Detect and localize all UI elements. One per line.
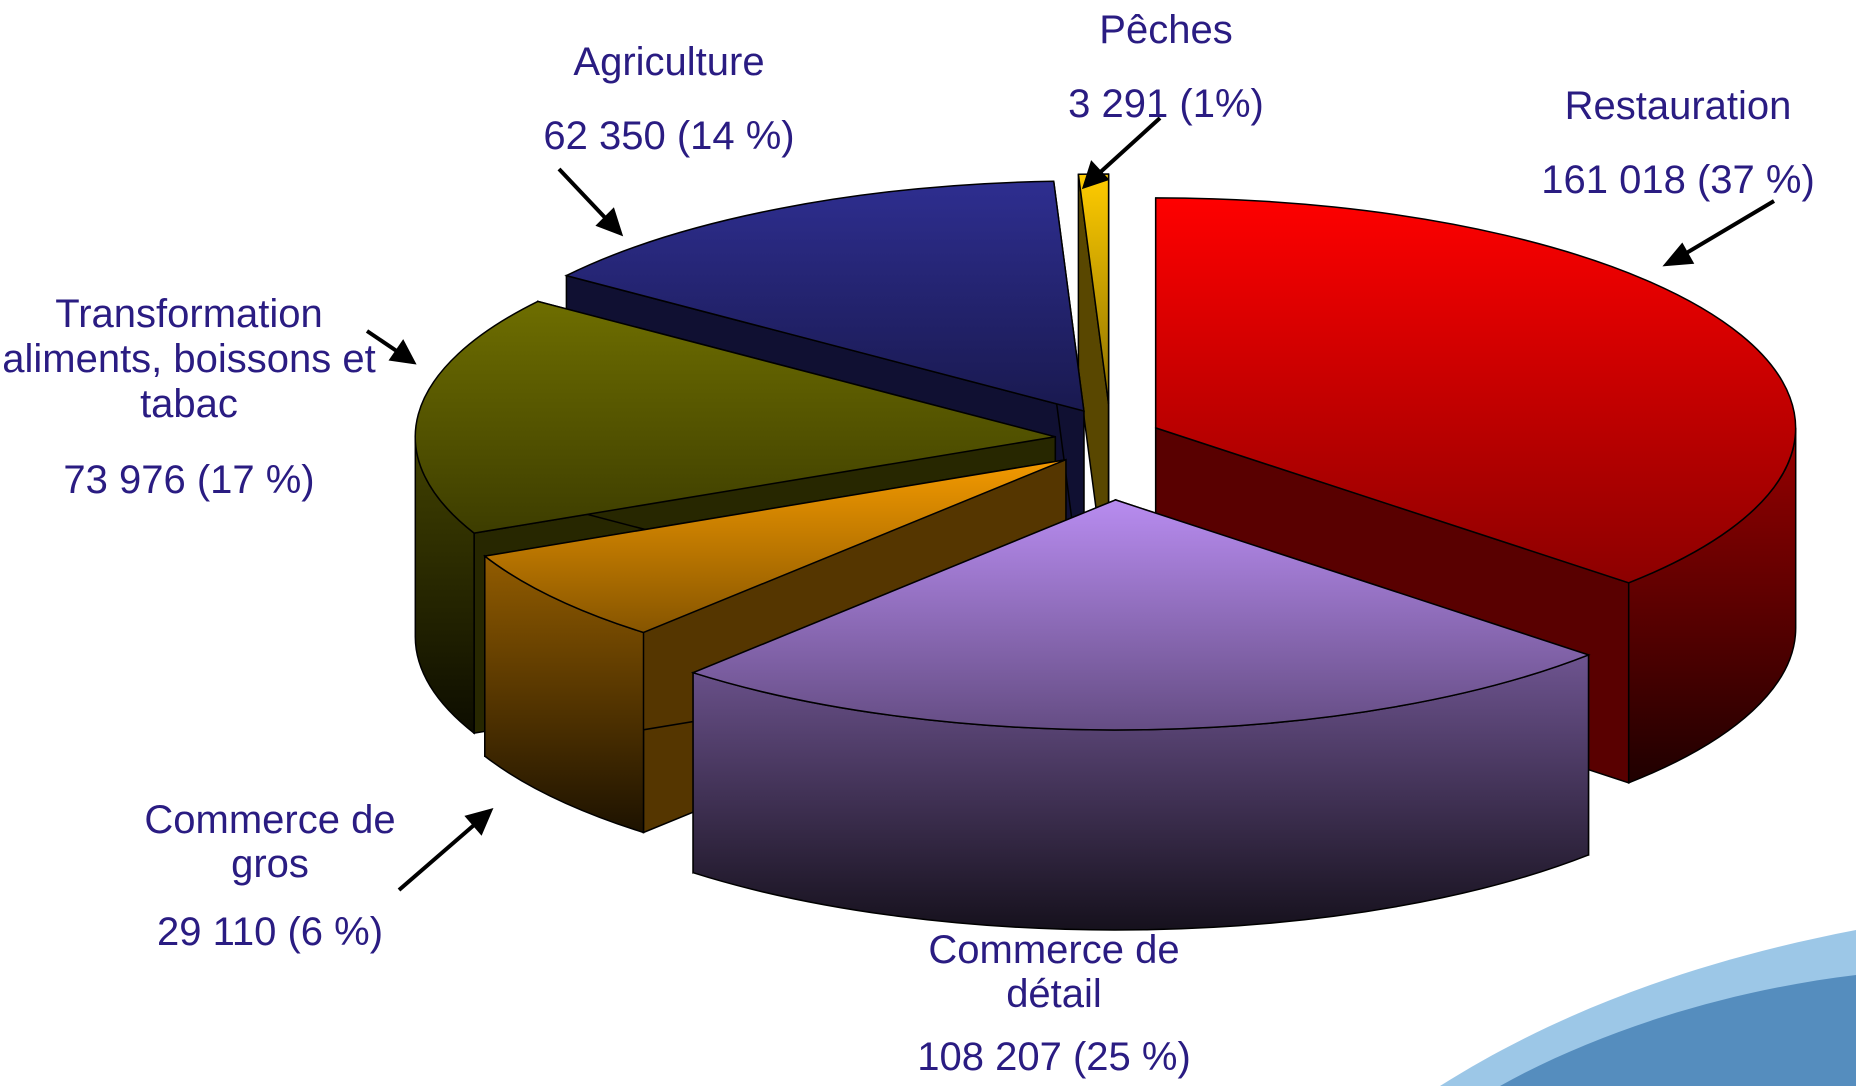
value-label: 161 018 (37 %) [1541,158,1815,202]
value-label: 62 350 (14 %) [543,114,794,158]
arrow-head [392,343,413,362]
value-label: 108 207 (25 %) [917,1035,1191,1079]
category-label: Agriculture [573,40,764,84]
pie [415,174,1795,930]
arrow [1095,118,1160,177]
arrow [1678,201,1774,258]
page: Restauration 161 018 (37 %) Commerce de … [0,0,1856,1086]
value-label: 29 110 (6 %) [157,910,383,954]
arrow [559,169,612,225]
value-label: 3 291 (1%) [1068,82,1264,126]
category-label: Transformation aliments, boissons et tab… [0,292,379,427]
category-label: Commerce de détail [889,928,1219,1016]
arrow-head [1667,246,1691,264]
value-label: 73 976 (17 %) [63,458,314,502]
category-label: Pêches [1099,8,1232,52]
category-label: Commerce de gros [110,798,430,886]
category-label: Restauration [1565,84,1792,128]
